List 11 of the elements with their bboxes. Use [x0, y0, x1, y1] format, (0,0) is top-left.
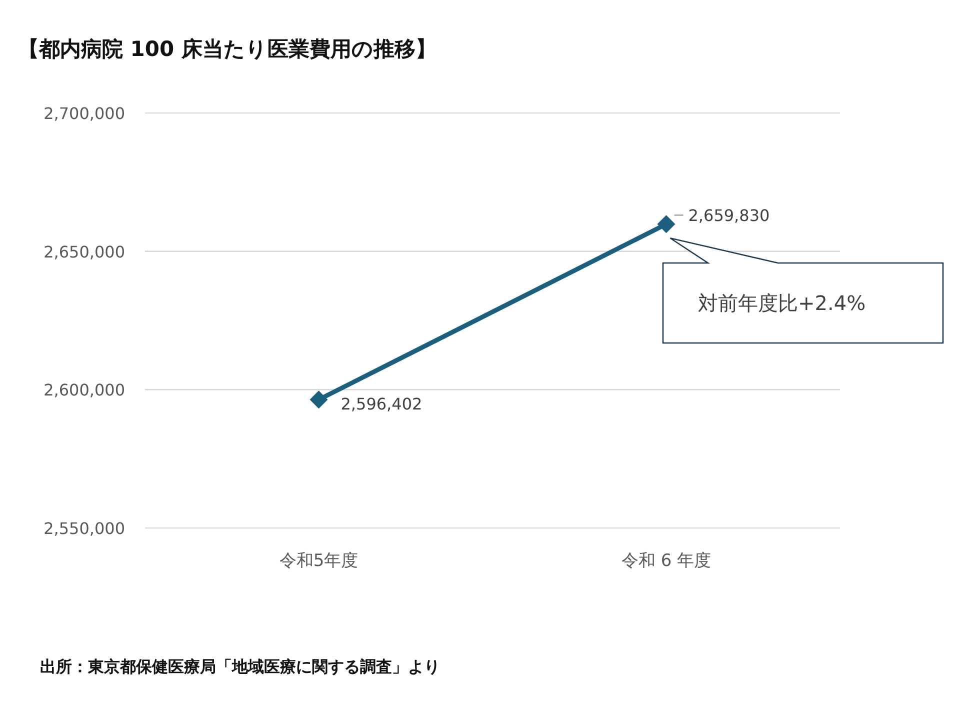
data-label: 2,596,402: [340, 394, 422, 414]
annotation: 対前年度比+2.4%: [698, 291, 866, 315]
data-label: 2,659,830: [688, 206, 770, 226]
x-tick-label: 令和5年度: [279, 551, 358, 571]
y-tick-label: 2,650,000: [44, 242, 125, 262]
text: 出所：東京都保健医療局「地域医療に関する調査」より: [40, 657, 440, 676]
y-tick-label: 2,550,000: [44, 519, 125, 538]
y-tick-label: 2,600,000: [44, 380, 125, 400]
chart-title: 【都内病院 100 床当たり医業費用の推移】: [18, 37, 436, 61]
x-tick-label: 令和 6 年度: [621, 551, 712, 571]
y-tick-label: 2,700,000: [44, 104, 125, 123]
